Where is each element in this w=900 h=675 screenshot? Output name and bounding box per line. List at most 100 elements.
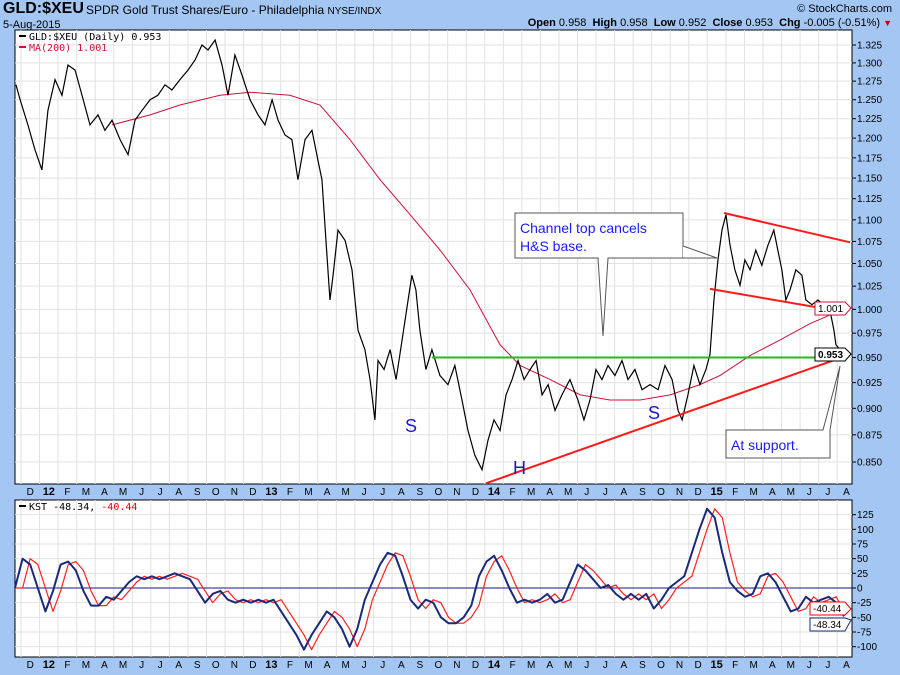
x-tick-label: A [175,660,182,671]
x-tick-label: D [472,660,479,671]
x-tick-label: D [694,487,701,498]
channel-top-trendline [723,212,851,244]
kst-last-tag: -48.34 [809,617,852,632]
x-tick-label: M [119,660,127,671]
down-arrow-icon: ▼ [883,18,892,28]
kst-tick-label: -50 [857,613,872,624]
high-value: 0.958 [620,17,648,29]
x-tick-label: D [694,660,701,671]
x-tick-label: J [825,660,830,671]
x-tick-label: 14 [488,659,501,671]
x-tick-label: J [362,487,367,498]
x-tick-label: M [564,660,572,671]
kst-tick-label: 0 [857,584,863,595]
x-tick-label: A [546,660,553,671]
chart-date: 5-Aug-2015 [3,19,61,31]
x-tick-label: A [843,487,850,498]
kst-tick-label: 50 [857,554,869,565]
x-tick-label: A [101,660,108,671]
close-value: 0.953 [745,17,773,29]
x-tick-label: O [434,660,442,671]
low-label: Low [653,17,676,29]
x-tick-label: A [621,487,628,498]
ma-last-value: 1.001 [818,304,843,315]
annotation-text: Channel top cancels [520,220,647,236]
x-tick-label: A [324,660,331,671]
kst-tick-label: 75 [857,539,869,550]
x-tick-label: F [64,660,70,671]
price-tick-label: 1.125 [857,194,882,205]
x-tick-label: 12 [43,486,55,498]
x-tick-label: M [750,487,758,498]
x-tick-label: O [212,487,220,498]
x-tick-label: S [194,487,201,498]
x-tick-label: S [639,660,646,671]
legend-kst-text: KST -48.34, -40.44 [29,502,137,513]
x-tick-label: F [732,660,738,671]
chg-label: Chg [779,17,801,29]
x-tick-label: J [825,487,830,498]
open-value: 0.958 [558,17,587,29]
legend-price: GLD:$XEU (Daily) 0.953 [29,32,161,43]
low-value: 0.952 [678,17,707,29]
x-tick-label: F [510,487,516,498]
x-tick-label: N [231,660,238,671]
axes: DD1212FFMMAAMMJJJJAASSOONNDD1313FFMMAAMM… [27,41,883,672]
x-tick-label: A [769,660,776,671]
x-tick-label: S [416,487,423,498]
price-tick-label: 1.275 [857,77,882,88]
price-tick-label: 1.025 [857,282,882,293]
x-tick-label: M [341,660,349,671]
x-tick-label: N [676,487,683,498]
security-description: SPDR Gold Trust Shares/Euro - Philadelph… [86,3,325,17]
price-line [15,38,845,472]
x-tick-label: M [787,487,795,498]
annotation-at-support: At support. [725,365,841,459]
legend-ma: MA(200) 1.001 [29,43,107,54]
x-tick-label: O [434,487,442,498]
x-tick-label: D [27,660,34,671]
x-tick-label: D [249,660,256,671]
x-tick-label: S [194,660,201,671]
x-tick-label: M [527,660,535,671]
x-tick-label: M [304,660,312,671]
kst-legend: KST -48.34, -40.44 [19,502,137,513]
x-tick-label: M [341,487,349,498]
signal-last-tag: -40.44 [809,601,852,616]
x-tick-label: D [249,487,256,498]
open-label: Open [527,17,556,29]
price-tick-label: 0.950 [857,353,882,364]
kst-line [14,507,845,651]
ma200-line [111,91,846,401]
kst-last-value: -48.34 [813,620,842,631]
x-tick-label: 13 [265,486,277,498]
x-tick-label: D [472,487,479,498]
x-tick-label: M [564,487,572,498]
pattern-label-right-shoulder: S [648,403,660,423]
x-tick-label: J [584,660,589,671]
price-tick-label: 0.900 [857,404,882,415]
x-tick-label: 13 [265,659,277,671]
signal-last-value: -40.44 [813,604,842,615]
x-tick-label: J [380,660,385,671]
price-tick-label: 1.325 [857,41,882,52]
x-tick-label: S [416,660,423,671]
price-last-value: 0.953 [818,350,843,361]
price-tick-label: 1.150 [857,174,882,185]
x-tick-label: D [27,487,34,498]
x-tick-label: M [82,487,90,498]
legend-kst-value: -48.34, [53,502,95,513]
exchange: NYSE/INDX [327,6,382,17]
x-tick-label: M [750,660,758,671]
x-tick-label: J [603,660,608,671]
high-label: High [592,17,617,29]
price-panel [14,29,853,485]
price-tick-label: 0.925 [857,378,882,389]
close-label: Close [712,17,743,29]
x-tick-label: J [158,660,163,671]
x-tick-label: O [657,660,665,671]
x-tick-label: N [676,660,683,671]
stockcharts-brand[interactable]: © StockCharts.com [797,3,892,15]
price-last-tag: 0.953 [814,347,852,362]
